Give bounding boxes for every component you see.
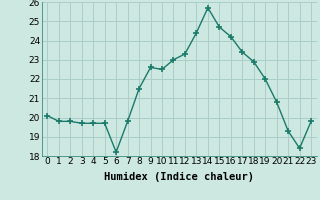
X-axis label: Humidex (Indice chaleur): Humidex (Indice chaleur): [104, 172, 254, 182]
